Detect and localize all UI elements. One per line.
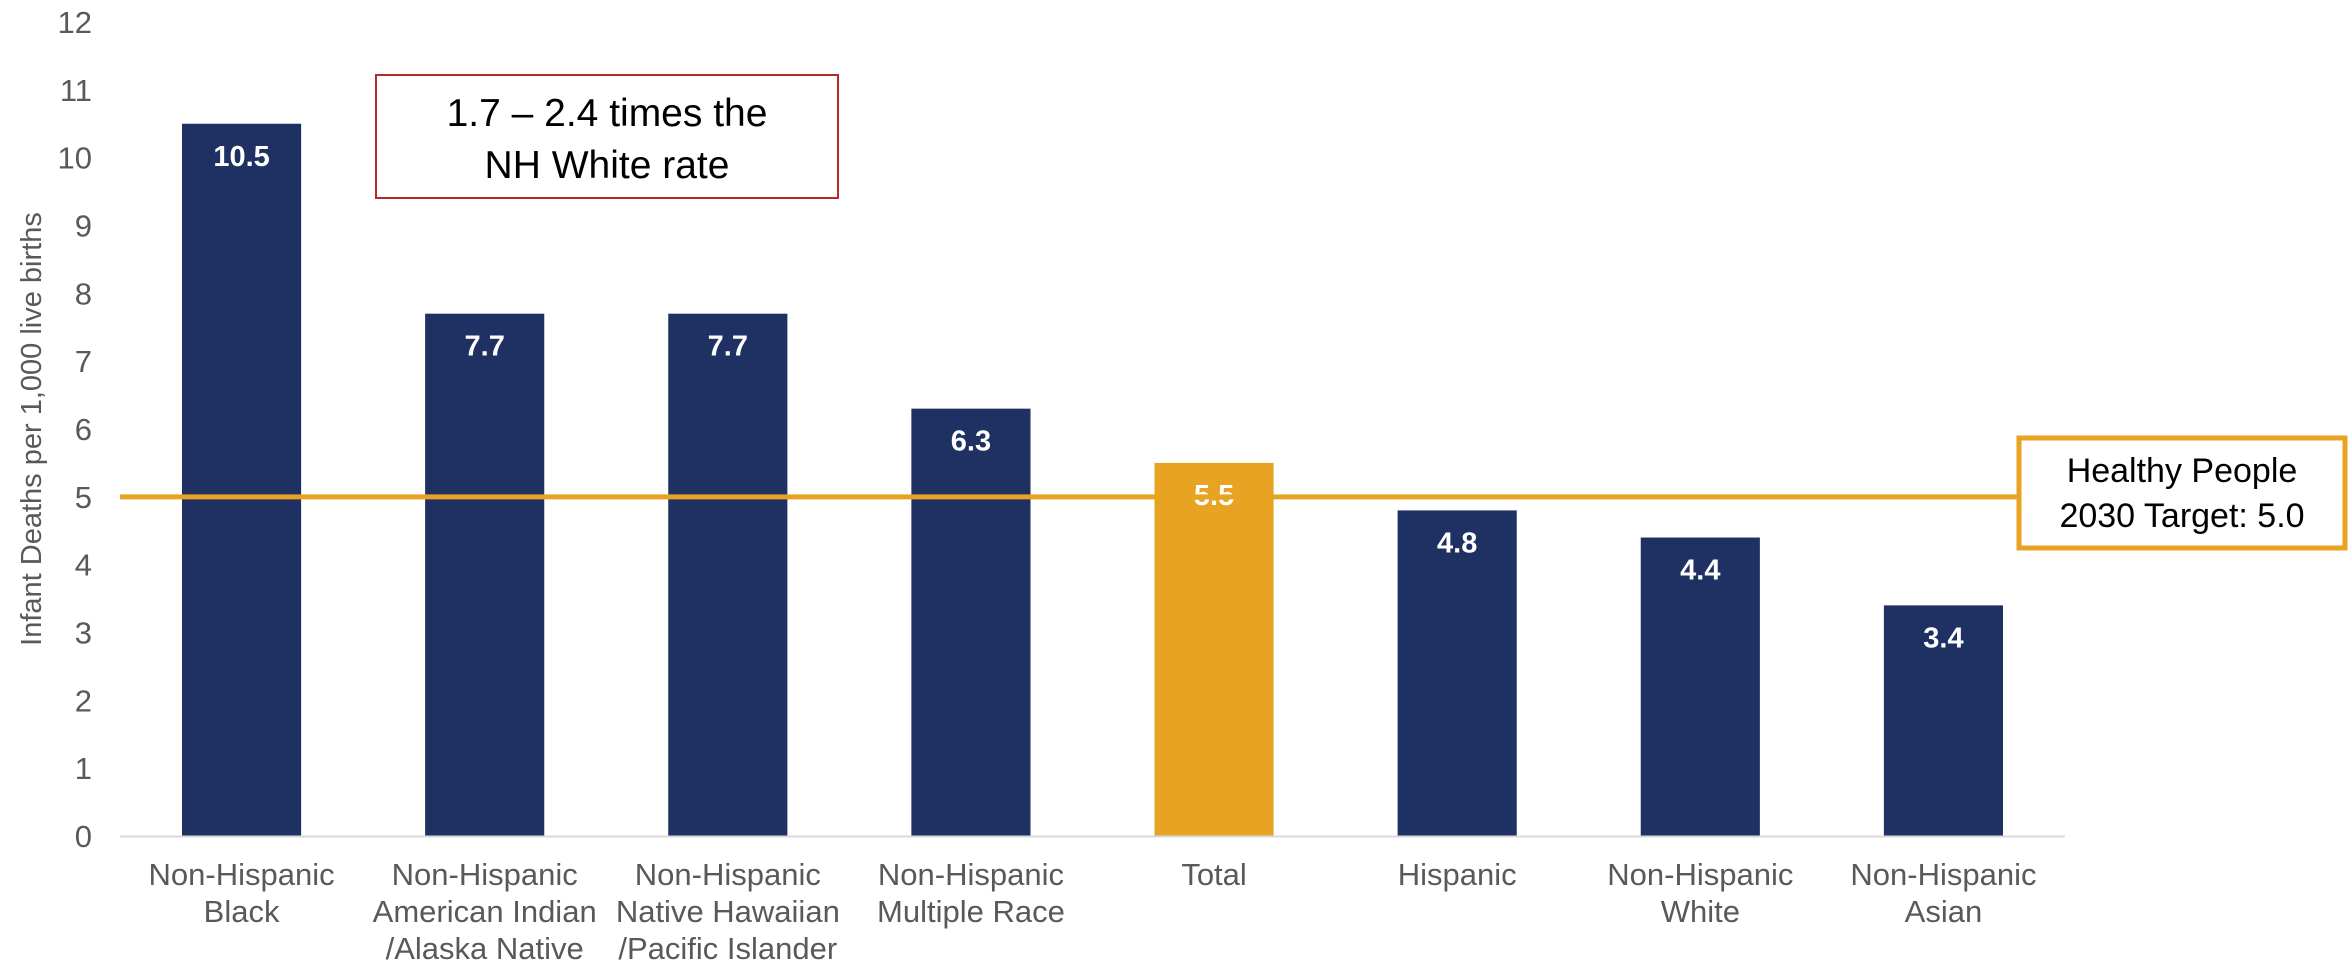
category-label: Asian <box>1905 894 1983 929</box>
bar <box>1640 537 1760 836</box>
bar <box>668 313 788 836</box>
bar <box>425 313 545 836</box>
category-label: White <box>1661 894 1740 929</box>
category-label: Non-Hispanic <box>1607 857 1793 892</box>
y-tick-label: 2 <box>75 683 92 718</box>
bar-value-label: 3.4 <box>1923 622 1963 654</box>
annotation-text: 1.7 – 2.4 times the <box>447 92 768 135</box>
y-tick-label: 6 <box>75 412 92 447</box>
category-label: Non-Hispanic <box>149 857 335 892</box>
target-label: 2030 Target: 5.0 <box>2059 497 2304 535</box>
annotation-box <box>375 74 839 199</box>
reference-line-group: Healthy People 2030 Target: 5.0 <box>120 435 2348 551</box>
category-label: Native Hawaiian <box>616 894 840 929</box>
bar <box>1154 462 1274 836</box>
bar-value-label: 10.5 <box>213 141 269 173</box>
bar-value-label: 7.7 <box>708 331 748 363</box>
category-label: Non-Hispanic <box>1850 857 2036 892</box>
y-tick-label: 5 <box>75 480 92 515</box>
y-axis-title: Infant Deaths per 1,000 live births <box>16 212 48 646</box>
category-label: Non-Hispanic <box>392 857 578 892</box>
bar-value-label: 4.8 <box>1437 527 1477 559</box>
y-tick-label: 7 <box>75 344 92 379</box>
category-label: American Indian <box>373 894 597 929</box>
bar-value-label: 6.3 <box>951 426 991 458</box>
bar-value-label: 4.4 <box>1680 555 1720 587</box>
y-tick-label: 10 <box>58 141 92 176</box>
category-label: /Alaska Native <box>386 931 584 963</box>
y-axis-title-group: Infant Deaths per 1,000 live births <box>16 212 48 646</box>
y-tick-label: 3 <box>75 616 92 651</box>
annotation-text: NH White rate <box>485 144 730 187</box>
bars: 10.57.7 7.76.35.54.84.43.4 <box>181 123 2004 836</box>
category-label: Non-Hispanic <box>635 857 821 892</box>
category-label: /Pacific Islander <box>618 931 837 963</box>
y-tick-label: 9 <box>75 209 92 244</box>
y-tick-label: 8 <box>75 276 92 311</box>
category-label: Total <box>1181 857 1246 892</box>
category-label: Non-Hispanic <box>878 857 1064 892</box>
y-tick-label: 11 <box>60 73 92 108</box>
y-tick-label: 1 <box>75 751 92 786</box>
target-label: Healthy People <box>2067 452 2298 490</box>
bar <box>911 408 1031 836</box>
y-tick-label: 0 <box>75 819 92 854</box>
category-label: Multiple Race <box>877 894 1065 929</box>
y-tick-label: 4 <box>75 548 92 583</box>
bar <box>1883 605 2004 836</box>
bar-value-label: 7.7 <box>465 331 505 363</box>
target-label-box <box>2016 435 2348 551</box>
category-label: Hispanic <box>1398 857 1517 892</box>
y-tick-label: 12 <box>58 5 92 40</box>
annotation-group: 1.7 – 2.4 times the NH White rate <box>375 74 839 199</box>
bar <box>181 123 302 836</box>
bar <box>1397 510 1517 836</box>
category-label: Black <box>204 894 280 929</box>
